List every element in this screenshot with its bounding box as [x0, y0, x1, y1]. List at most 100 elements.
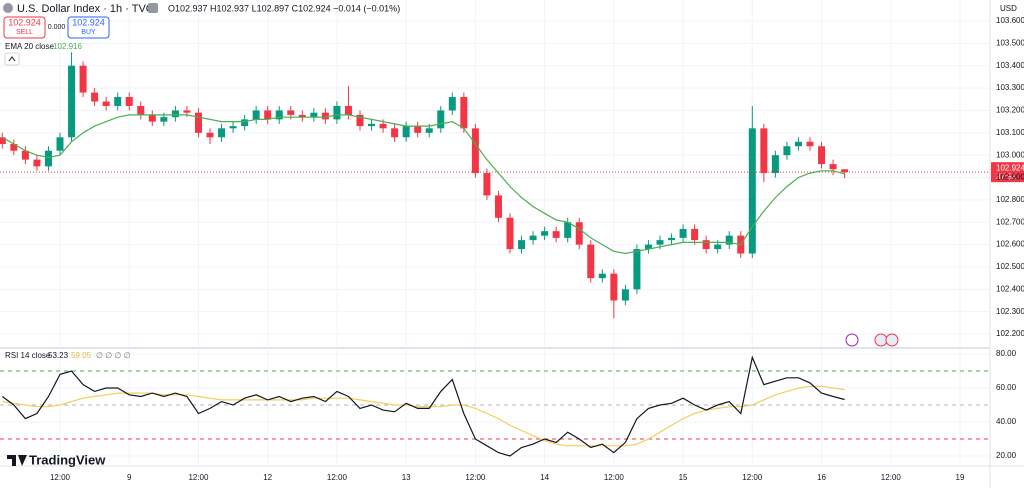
candle-body	[725, 235, 733, 245]
candle-body	[414, 126, 422, 133]
candle-body	[287, 110, 295, 115]
rsi-extra: ∅ ∅ ∅ ∅	[96, 351, 131, 360]
candle-body	[771, 155, 779, 174]
ohlc-values: O102.937 H102.937 L102.897 C102.924 −0.0…	[168, 3, 400, 13]
price-tag	[991, 162, 1024, 183]
candle-body	[783, 146, 791, 156]
settings-icon[interactable]	[1016, 472, 1024, 482]
candle-body	[748, 128, 756, 254]
x-tick-label: 9	[127, 473, 132, 482]
y-tick-label: 102.700	[996, 217, 1024, 226]
buy-label: BUY	[81, 29, 96, 36]
x-tick-label: 12	[263, 473, 272, 482]
sell-label: SELL	[16, 29, 33, 36]
candle-body	[702, 240, 710, 250]
series-line	[2, 385, 845, 447]
y-tick-label: 102.600	[996, 240, 1024, 249]
candle-body	[425, 128, 433, 133]
symbol-title[interactable]: U.S. Dollar Index · 1h · TVC	[17, 3, 154, 15]
candle-body	[633, 249, 641, 290]
candle-body	[275, 110, 283, 120]
candle-body	[68, 65, 76, 138]
ema-legend[interactable]: EMA 20 close	[5, 42, 54, 51]
candle-body	[264, 110, 272, 120]
candle-body	[402, 126, 410, 138]
candle-body	[587, 244, 595, 279]
logo: TradingView	[29, 452, 106, 467]
rsi-value: 53.23	[48, 351, 69, 360]
x-tick-label: 12:00	[188, 473, 209, 482]
rsi-ma-value: 59.05	[71, 351, 92, 360]
buy-price: 102.924	[72, 17, 105, 27]
candle-body	[518, 240, 526, 250]
event-icon[interactable]	[845, 333, 859, 347]
x-tick-label: 16	[817, 473, 826, 482]
candle-body	[21, 150, 29, 160]
y-tick-label: 102.400	[996, 284, 1024, 293]
candle-body	[818, 146, 826, 165]
x-tick-label: 13	[402, 473, 411, 482]
candle-body	[841, 169, 849, 173]
event-icon[interactable]	[874, 333, 888, 347]
candle-body	[91, 92, 99, 102]
candle-body	[218, 128, 226, 138]
candle-body	[148, 114, 156, 122]
collapse-icon	[8, 56, 16, 62]
candle-body	[564, 222, 572, 238]
candle-body	[552, 231, 560, 238]
candle-body	[137, 105, 145, 115]
candle-body	[333, 105, 341, 120]
y-tick-label: 102.200	[996, 329, 1024, 338]
rsi-legend[interactable]: RSI 14 close	[5, 351, 51, 360]
y-tick-label: 103.300	[996, 83, 1024, 92]
candle-body	[668, 237, 676, 241]
candle-body	[183, 110, 191, 113]
y-tick-label: 80.00	[996, 349, 1017, 358]
ema-value: 102.916	[53, 42, 82, 51]
x-tick-label: 12:00	[50, 473, 71, 482]
y-tick-label: 103.100	[996, 128, 1024, 137]
candle-body	[575, 222, 583, 245]
candle-body	[160, 117, 168, 122]
x-tick-label: 19	[956, 473, 965, 482]
sell-price: 102.924	[8, 17, 41, 27]
candle-body	[241, 119, 249, 127]
y-tick-label: 102.900	[996, 173, 1024, 182]
candle-body	[10, 143, 18, 151]
candle-body	[714, 244, 722, 250]
y-tick-label: 103.400	[996, 61, 1024, 70]
buy-button[interactable]	[67, 16, 110, 39]
candle-body	[610, 273, 618, 301]
candle-body	[206, 132, 214, 138]
spread: 0.000	[48, 24, 66, 31]
collapse-button[interactable]	[4, 52, 20, 66]
candle-body	[33, 159, 41, 167]
candle-body	[102, 101, 110, 106]
candle-body	[44, 150, 52, 167]
y-tick-label: 20.00	[996, 451, 1017, 460]
candle-body	[379, 123, 387, 129]
candle-body	[79, 65, 87, 93]
candle-body	[806, 141, 814, 147]
candle-body	[506, 217, 514, 250]
y-tick-label: 103.000	[996, 150, 1024, 159]
candle-body	[471, 128, 479, 174]
event-icon[interactable]	[885, 333, 899, 347]
candle-body	[0, 137, 6, 144]
candle-body	[437, 110, 445, 129]
countdown: 37:53	[996, 172, 1017, 181]
candle-body	[114, 97, 122, 106]
candle-body	[483, 173, 491, 196]
candle-body	[194, 112, 202, 133]
y-tick-label: 40.00	[996, 417, 1017, 426]
candle-body	[691, 228, 699, 241]
candle-body	[321, 112, 329, 120]
price-tag-value: 102.924	[996, 163, 1024, 172]
x-tick-label: 12:00	[742, 473, 763, 482]
y-tick-label: 102.300	[996, 307, 1024, 316]
candle-body	[760, 128, 768, 174]
sell-button[interactable]	[3, 16, 46, 39]
series-line	[1, 355, 845, 457]
y-tick-label: 102.500	[996, 262, 1024, 271]
